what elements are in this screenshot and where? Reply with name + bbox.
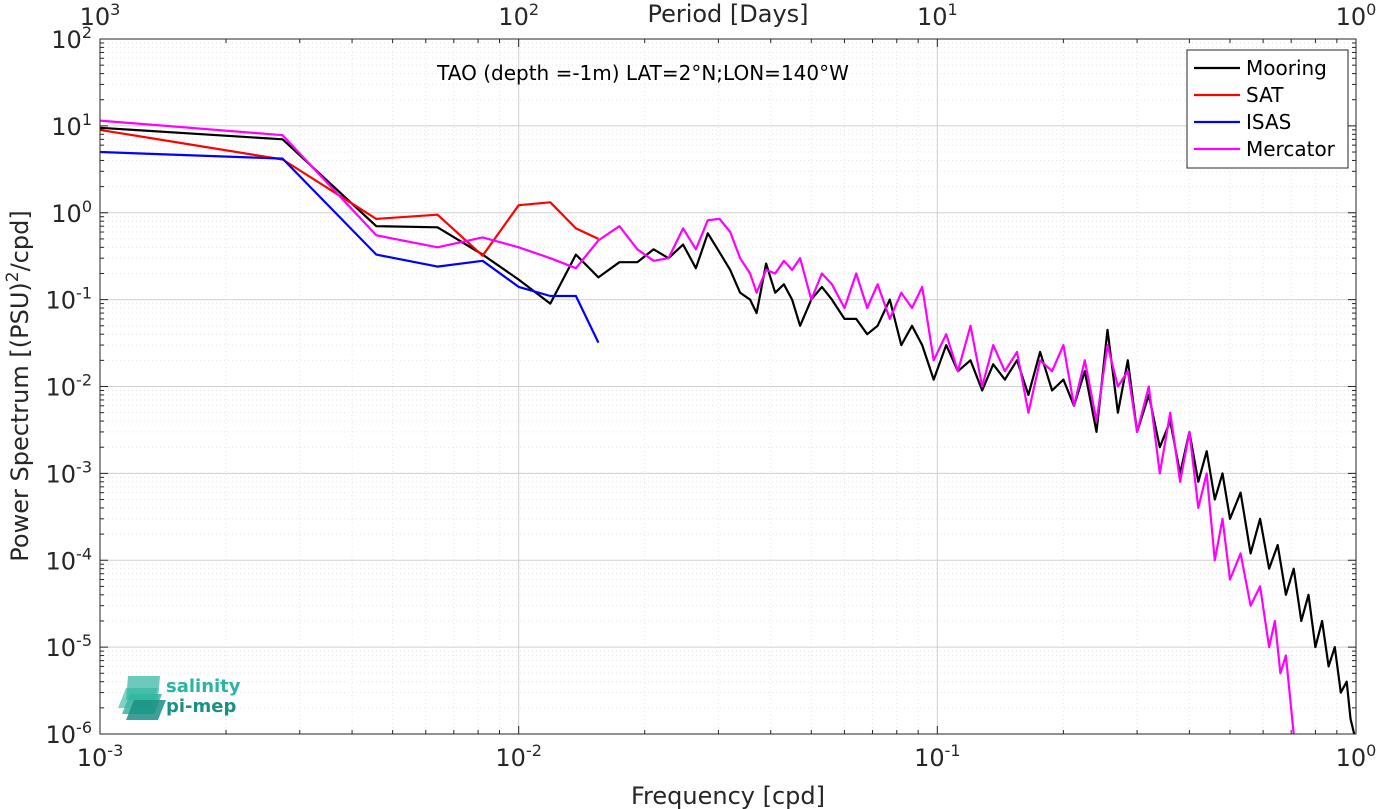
y-tick-label: 10-3 (46, 457, 93, 488)
logo-wave-3 (126, 700, 166, 720)
x-tick-label-exp: 0 (1366, 741, 1376, 760)
x-axis-label: Frequency [cpd] (631, 782, 825, 809)
y-tick-label-exp: -2 (76, 371, 92, 390)
top-axis-label: Period [Days] (647, 0, 808, 28)
logo-text-salinity: salinity (166, 676, 241, 697)
series-mooring-line (99, 126, 1356, 735)
x-tick-label: 10-2 (495, 741, 542, 772)
top-tick-label-exp: 2 (529, 0, 539, 19)
series-sat-line (99, 128, 599, 257)
legend-label-sat: SAT (1246, 83, 1284, 107)
y-tick-label-base: 10 (51, 26, 82, 54)
legend-label-mercator: Mercator (1246, 137, 1336, 161)
grid-lines (99, 39, 1356, 735)
y-tick-label-exp: -1 (76, 284, 92, 303)
top-tick-label: 102 (498, 0, 539, 31)
y-tick-label-exp: 0 (82, 197, 92, 216)
x-tick-label: 10-1 (914, 741, 961, 772)
y-tick-label-base: 10 (51, 200, 82, 228)
x-tick-label-base: 10 (77, 744, 108, 772)
y-tick-label: 10-1 (46, 284, 93, 315)
y-axis-label-tail: /cpd] (6, 210, 34, 271)
legend: Mooring SAT ISAS Mercator (1186, 49, 1349, 169)
y-tick-label: 10-6 (46, 718, 93, 749)
tick-marks (99, 39, 1356, 735)
top-tick-label: 103 (80, 0, 121, 31)
y-tick-label: 100 (51, 197, 92, 228)
y-tick-label: 10-2 (46, 371, 93, 402)
y-axis-label-sup: 2 (3, 271, 23, 282)
legend-label-isas: ISAS (1246, 110, 1291, 134)
chart-title: TAO (depth =-1m) LAT=2°N;LON=140°W (436, 61, 849, 85)
y-axis-label: Power Spectrum [(PSU)2/cpd] (3, 210, 34, 561)
x-tick-label-base: 10 (495, 744, 526, 772)
y-tick-label: 10-4 (46, 544, 93, 575)
y-tick-label-base: 10 (46, 634, 77, 662)
y-tick-label-exp: -3 (76, 457, 92, 476)
top-tick-label-base: 10 (1336, 3, 1367, 31)
legend-label-mooring: Mooring (1246, 56, 1327, 80)
x-tick-label-exp: -2 (526, 741, 542, 760)
y-tick-label-base: 10 (46, 287, 77, 315)
x-tick-label-exp: -1 (945, 741, 961, 760)
series-lines (99, 119, 1356, 735)
y-tick-label-base: 10 (46, 547, 77, 575)
top-tick-label-exp: 0 (1366, 0, 1376, 19)
salinity-pi-mep-logo: salinity pi-mep (118, 676, 241, 720)
top-tick-label-base: 10 (917, 3, 948, 31)
y-tick-label: 10-5 (46, 631, 93, 662)
y-tick-label-exp: -4 (76, 544, 92, 563)
series-mercator-line (99, 119, 1295, 735)
y-tick-label: 102 (51, 23, 92, 54)
top-tick-label-exp: 3 (110, 0, 120, 19)
y-tick-label-base: 10 (51, 113, 82, 141)
y-tick-label-exp: -5 (76, 631, 92, 650)
y-tick-label-base: 10 (46, 721, 77, 749)
y-tick-label-base: 10 (46, 460, 77, 488)
y-tick-label: 101 (51, 110, 92, 141)
logo-text-pi-mep: pi-mep (166, 696, 236, 717)
y-tick-label-exp: 1 (82, 110, 92, 129)
y-axis-label-main: Power Spectrum [(PSU) (6, 282, 34, 561)
x-tick-label: 100 (1336, 741, 1377, 772)
x-tick-label: 10-3 (77, 741, 124, 772)
logo-wave-4 (126, 676, 160, 700)
x-tick-label-exp: -3 (107, 741, 123, 760)
top-tick-label-base: 10 (498, 3, 529, 31)
y-tick-label-exp: -6 (76, 718, 92, 737)
top-tick-label-exp: 1 (948, 0, 958, 19)
x-tick-label-base: 10 (1336, 744, 1367, 772)
top-tick-label: 100 (1336, 0, 1377, 31)
x-tick-label-base: 10 (914, 744, 945, 772)
series-isas-line (99, 150, 600, 344)
top-tick-label: 101 (917, 0, 958, 31)
top-tick-label-base: 10 (80, 3, 111, 31)
y-tick-label-base: 10 (46, 374, 77, 402)
y-tick-label-exp: 2 (82, 23, 92, 42)
